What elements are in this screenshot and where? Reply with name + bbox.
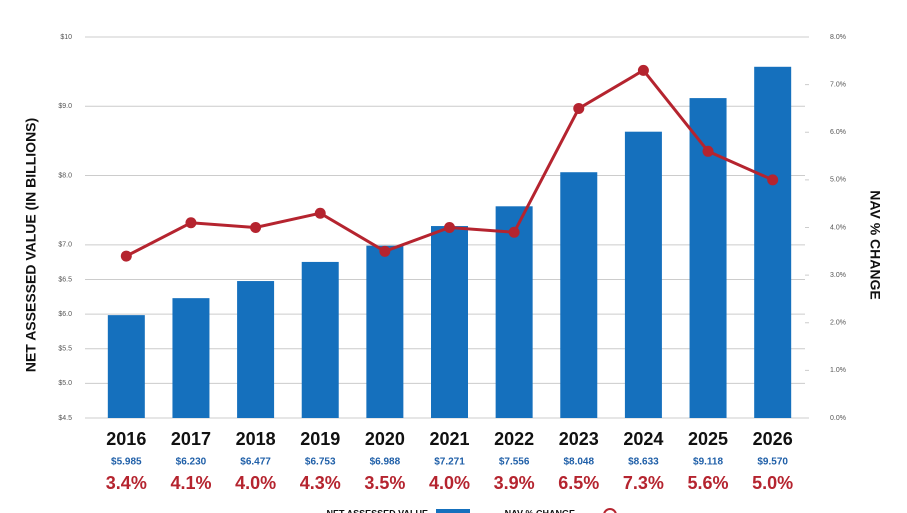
bar — [301, 261, 339, 418]
y-tick-label: $10 — [60, 34, 72, 41]
legend-label: NET ASSESSED VALUE — [326, 508, 428, 513]
line-marker — [767, 174, 779, 186]
line-marker — [444, 222, 455, 233]
bar — [172, 298, 210, 418]
y2-tick-label: 6.0% — [830, 129, 846, 136]
pct-value-label: 3.4% — [106, 473, 147, 493]
bar-value-label: $9.118 — [693, 457, 723, 468]
y-axis-title: NET ASSESSED VALUE (IN BILLIONS) — [23, 118, 39, 372]
pct-value-label: 4.3% — [300, 473, 341, 493]
y2-tick-label: 2.0% — [830, 320, 846, 327]
x-tick-label: 2026 — [753, 429, 793, 449]
x-tick-label: 2023 — [559, 429, 599, 449]
bar-value-label: $7.556 — [499, 457, 530, 468]
bar — [366, 245, 404, 418]
bar-value-label: $6.477 — [240, 457, 271, 468]
bar-value-label: $6.988 — [370, 457, 401, 468]
bar — [560, 172, 598, 418]
pct-value-label: 5.0% — [752, 473, 793, 493]
bar-value-label: $8.048 — [563, 457, 594, 468]
legend-label: NAV % CHANGE — [505, 508, 575, 513]
pct-value-label: 4.0% — [429, 473, 470, 493]
bar-value-label: $7.271 — [434, 457, 465, 468]
y-tick-label: $4.5 — [58, 415, 72, 422]
pct-value-label: 4.0% — [235, 473, 276, 493]
bar-value-label: $8.633 — [628, 457, 659, 468]
line-marker — [379, 245, 391, 257]
bar — [754, 66, 792, 419]
bar-value-label: $6.753 — [305, 457, 336, 468]
x-tick-label: 2017 — [171, 429, 211, 449]
line-marker — [314, 207, 326, 219]
bar — [431, 226, 468, 418]
y2-tick-label: 0.0% — [830, 415, 846, 422]
bar — [107, 315, 145, 418]
legend-swatch — [436, 509, 470, 513]
bar-value-label: $5.985 — [111, 457, 142, 468]
bar — [624, 131, 662, 419]
y-tick-label: $9.0 — [58, 103, 72, 110]
pct-value-label: 7.3% — [623, 473, 664, 493]
y2-tick-label: 3.0% — [830, 272, 846, 279]
line-marker — [185, 217, 197, 229]
x-tick-label: 2025 — [688, 429, 728, 449]
line-marker — [508, 226, 520, 238]
pct-value-label: 4.1% — [170, 473, 211, 493]
bar — [495, 206, 533, 418]
pct-value-label: 3.5% — [364, 473, 405, 493]
line-marker — [573, 102, 585, 114]
y2-tick-label: 8.0% — [830, 34, 846, 41]
bar-value-label: $6.230 — [176, 457, 207, 468]
line-marker — [250, 222, 262, 233]
y-tick-label: $5.5 — [58, 346, 72, 353]
bar — [237, 281, 275, 418]
x-tick-label: 2019 — [300, 429, 340, 449]
x-tick-label: 2018 — [236, 429, 276, 449]
y-tick-label: $7.0 — [58, 242, 72, 249]
y2-tick-label: 1.0% — [830, 367, 846, 374]
y2-tick-label: 4.0% — [830, 224, 846, 231]
y-tick-label: $6.5 — [58, 276, 72, 283]
line-marker — [120, 250, 132, 262]
pct-value-label: 3.9% — [494, 473, 535, 493]
y-tick-label: $8.0 — [58, 172, 72, 179]
bar-value-label: $9.570 — [757, 457, 788, 468]
legend-swatch — [603, 508, 617, 513]
y2-tick-label: 7.0% — [830, 81, 846, 88]
x-tick-label: 2021 — [429, 429, 469, 449]
y2-axis-title: NAV % CHANGE — [867, 190, 883, 299]
pct-value-label: 6.5% — [558, 473, 599, 493]
x-tick-label: 2016 — [106, 429, 146, 449]
pct-value-label: 5.6% — [688, 473, 729, 493]
x-tick-label: 2022 — [494, 429, 534, 449]
line-marker — [702, 145, 714, 157]
y-tick-label: $5.0 — [58, 380, 72, 387]
y-tick-label: $6.0 — [58, 311, 72, 318]
line-marker — [637, 64, 649, 76]
x-tick-label: 2024 — [623, 429, 663, 449]
y2-tick-label: 5.0% — [830, 177, 846, 184]
x-tick-label: 2020 — [365, 429, 405, 449]
